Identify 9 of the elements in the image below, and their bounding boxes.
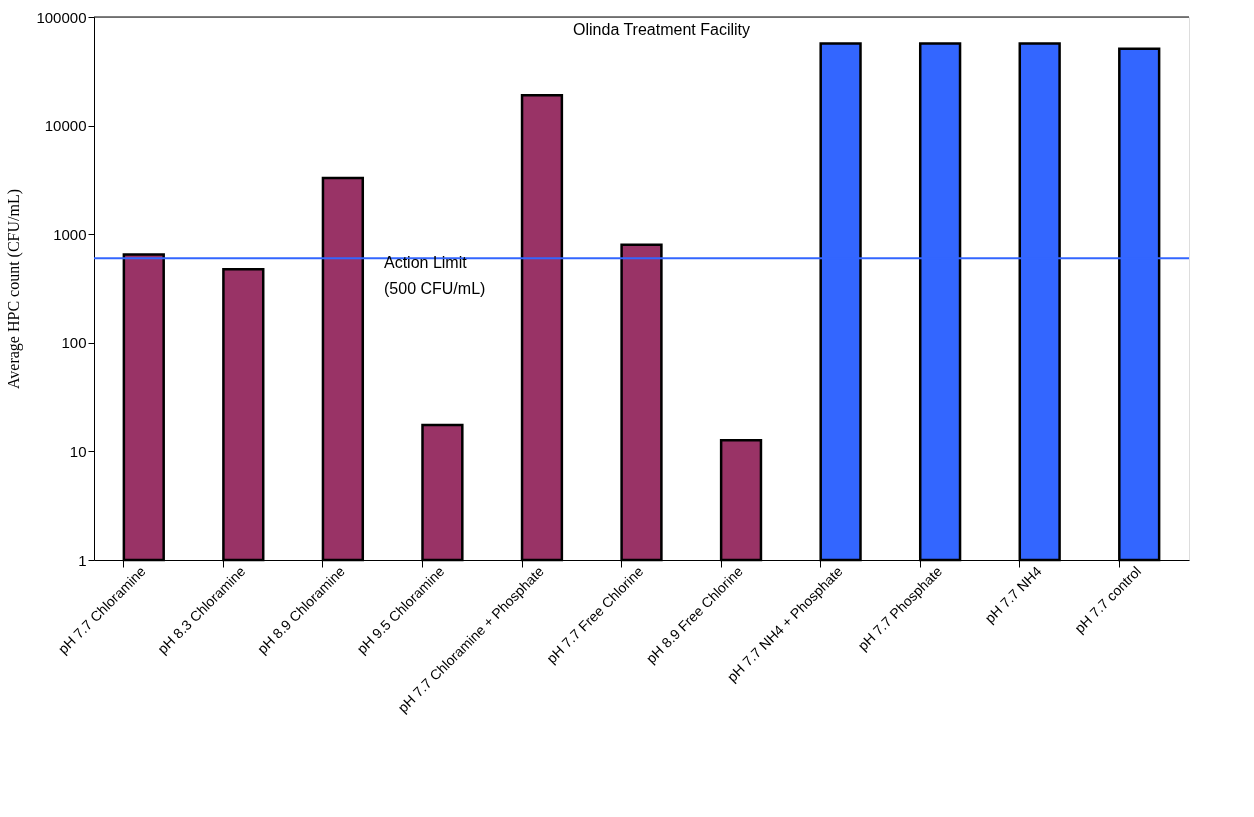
y-tick-label: 1 <box>78 551 87 569</box>
y-axis-title: Average HPC count (CFU/mL) <box>5 188 24 390</box>
y-tick-label: 1000 <box>53 225 87 243</box>
y-tick-label: 10000 <box>44 117 87 135</box>
y-tick-label: 100 <box>61 334 87 352</box>
y-tick-label: 100000 <box>36 8 87 26</box>
y-tick-label: 10 <box>69 442 87 460</box>
ref-line-label: Action Limit (500 CFU/mL) <box>384 254 486 298</box>
chart-title: Olinda Treatment Facility <box>573 21 750 38</box>
